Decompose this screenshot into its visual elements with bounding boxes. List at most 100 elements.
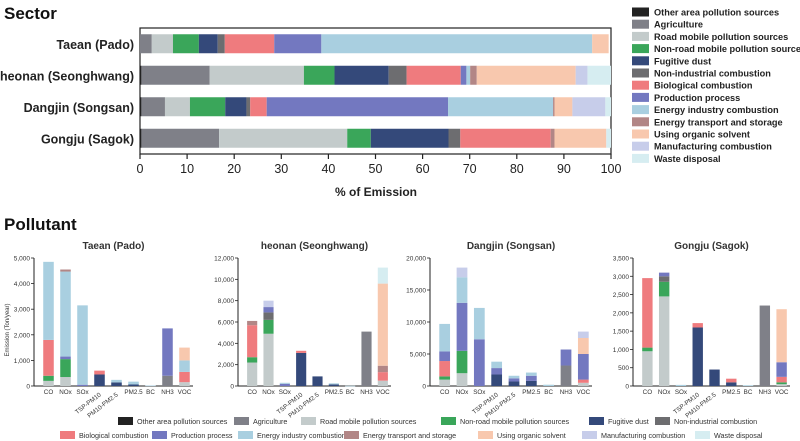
panel-y-tick-label: 3,000 [14,307,31,314]
bottom-legend-label-nonroad: Non-road mobile pollution sources [460,417,569,426]
sector-category-label: Gongju (Sagok) [41,132,134,146]
pollutant-bar-taean-pado-pm2-5-energy [128,381,139,385]
sector-bar-dangjin-songsan-transport [553,97,555,117]
sector-legend-swatch-fugitive [632,56,649,66]
pollutant-bar-dangjin-songsan-pm10-pm2-5-prod [508,378,520,382]
panel-y-tick-label: 4,000 [14,281,31,288]
sector-bar-taean-pado-road [151,34,173,54]
pollutant-x-tick-label: NH3 [560,389,573,396]
sector-bar-taean-pado-prod [274,34,322,54]
sector-x-tick-label: 40 [321,162,335,176]
pollutant-bar-taean-pado-pm10-pm2-5-energy [111,379,122,383]
bottom-legend-label-waste: Waste disposal [714,431,763,440]
sector-bar-gongju-sagok-agri [141,128,220,148]
bottom-legend-swatch-prod [152,431,167,439]
pollutant-bar-heonan-seonghwang-bc-energy [345,385,356,387]
sector-bar-dangjin-songsan-nonind [246,97,251,117]
sector-bar-cheonan-seonghwang-other [140,65,142,85]
sector-category-label: Dangjin (Songsan) [24,101,134,115]
pollutant-bar-gongju-sagok-sox-energy [675,384,687,386]
sector-legend-label-nonroad: Non-road mobile pollution sources [654,44,800,54]
panel-y-tick-label: 15,000 [406,288,426,295]
pollutant-bar-taean-pado-sox-prod [77,384,88,386]
pollutant-bar-heonan-seonghwang-tsp-pm10-fugitive [296,352,307,386]
pollutant-bar-gongju-sagok-co-road [642,351,653,386]
sector-bar-gongju-sagok-nonind [448,128,461,148]
pollutant-bar-heonan-seonghwang-nox-prod [263,307,274,313]
pollutant-bar-taean-pado-voc-energy [179,360,190,372]
pollutant-bar-dangjin-songsan-nh3-agri [560,365,572,386]
panel-y-tick-label: 10,000 [214,277,234,284]
pollutant-x-tick-label: BC [744,389,753,396]
pollutant-bar-heonan-seonghwang-nox-road [263,333,274,386]
pollutant-bar-heonan-seonghwang-co-road [247,362,258,386]
pollutant-bar-taean-pado-nh3-agri [162,375,173,386]
pollutant-bar-taean-pado-co-nonroad [43,375,54,381]
panel-y-tick-label: 20,000 [406,256,426,263]
pollutant-bar-taean-pado-pm2-5-fugitive [128,384,139,386]
sector-x-tick-label: 80 [510,162,524,176]
sector-bar-dangjin-songsan-manuf [572,97,606,117]
sector-legend-swatch-energy [632,105,649,115]
pollutant-bar-dangjin-songsan-voc-solvent [577,338,589,354]
pollutant-x-tick-label: SOx [675,389,688,396]
pollutant-x-tick-label: VOC [577,389,591,396]
bottom-legend-label-manuf: Manufacturing combustion [601,431,685,440]
pollutant-bar-dangjin-songsan-co-nonroad [439,376,451,380]
pollutant-x-tick-label: NOx [59,389,72,396]
sector-bar-dangjin-songsan-road [164,97,190,117]
bottom-legend-label-prod: Production process [171,431,233,440]
bottom-legend-swatch-other [118,417,133,425]
sector-bar-cheonan-seonghwang-solvent [476,65,576,85]
pollutant-bar-dangjin-songsan-voc-prod [577,354,589,380]
pollutant-bar-dangjin-songsan-nox-manuf [456,267,468,278]
pollutant-bar-heonan-seonghwang-voc-waste [377,267,388,284]
bottom-legend-swatch-agri [234,417,249,425]
pollutant-bar-dangjin-songsan-co-bio [439,361,451,377]
sector-bar-taean-pado-nonind [217,34,225,54]
sector-bar-gongju-sagok-road [219,128,348,148]
pollutant-x-tick-label: PM2.5 [522,389,541,396]
pollutant-bar-taean-pado-nox-road [60,377,71,386]
panel-y-tick-label: 2,000 [14,332,31,339]
pollutant-bar-dangjin-songsan-voc-road [577,382,589,386]
pollutant-bar-taean-pado-co-road [43,380,54,386]
sector-bar-cheonan-seonghwang-agri [141,65,210,85]
pollutant-x-tick-label: PM2.5 [722,389,741,396]
sector-legend-swatch-manuf [632,141,649,151]
pollutant-x-tick-label: VOC [178,389,192,396]
pollutant-bar-gongju-sagok-nox-nonroad [658,281,670,297]
sector-legend-label-bio: Biological combustion [654,81,753,91]
sector-x-tick-label: 70 [463,162,477,176]
panel-y-tick-label: 4,000 [218,341,235,348]
pollutant-bar-gongju-sagok-nh3-agri [759,305,771,386]
pollutant-x-tick-label: CO [440,389,450,396]
sector-chart: Taean (Pado) Cheonan (Seonghwang) Dangjin … [0,27,621,176]
pollutant-y-axis-label: Emission (Ton/year) [5,303,11,356]
pollutant-x-tick-label: NOx [658,389,671,396]
pollutant-x-tick-label: BC [544,389,553,396]
sector-bar-dangjin-songsan-fugitive [225,97,247,117]
sector-bar-cheonan-seonghwang-road [209,65,304,85]
bottom-legend: Other area pollution sources Agriculture R… [60,417,763,440]
bottom-legend-swatch-manuf [582,431,597,439]
pollutant-bar-gongju-sagok-pm2-5-fugitive [726,382,737,386]
sector-bar-cheonan-seonghwang-fugitive [334,65,389,85]
pollutant-bar-heonan-seonghwang-voc-solvent [377,283,388,366]
bottom-legend-label-nonind: Non-industrial combustion [674,417,757,426]
pollutant-bar-taean-pado-voc-road [179,382,190,386]
sector-bar-cheonan-seonghwang-waste [587,65,611,85]
sector-legend-swatch-nonroad [632,44,649,54]
pollutant-x-tick-label: PM2.5 [124,389,143,396]
pollutant-bar-heonan-seonghwang-voc-bio [377,372,388,381]
panel-y-tick-label: 1,500 [613,329,630,336]
pollutant-bar-heonan-seonghwang-co-bio [247,325,258,358]
pollutant-bar-heonan-seonghwang-co-transport [247,320,258,326]
sector-x-tick-label: 30 [274,162,288,176]
sector-x-tick-label: 0 [137,162,144,176]
sector-bar-dangjin-songsan-solvent [554,97,573,117]
pollutant-bar-dangjin-songsan-voc-manuf [577,331,589,338]
sector-bar-taean-pado-bio [224,34,275,54]
bottom-legend-label-agri: Agriculture [253,417,287,426]
